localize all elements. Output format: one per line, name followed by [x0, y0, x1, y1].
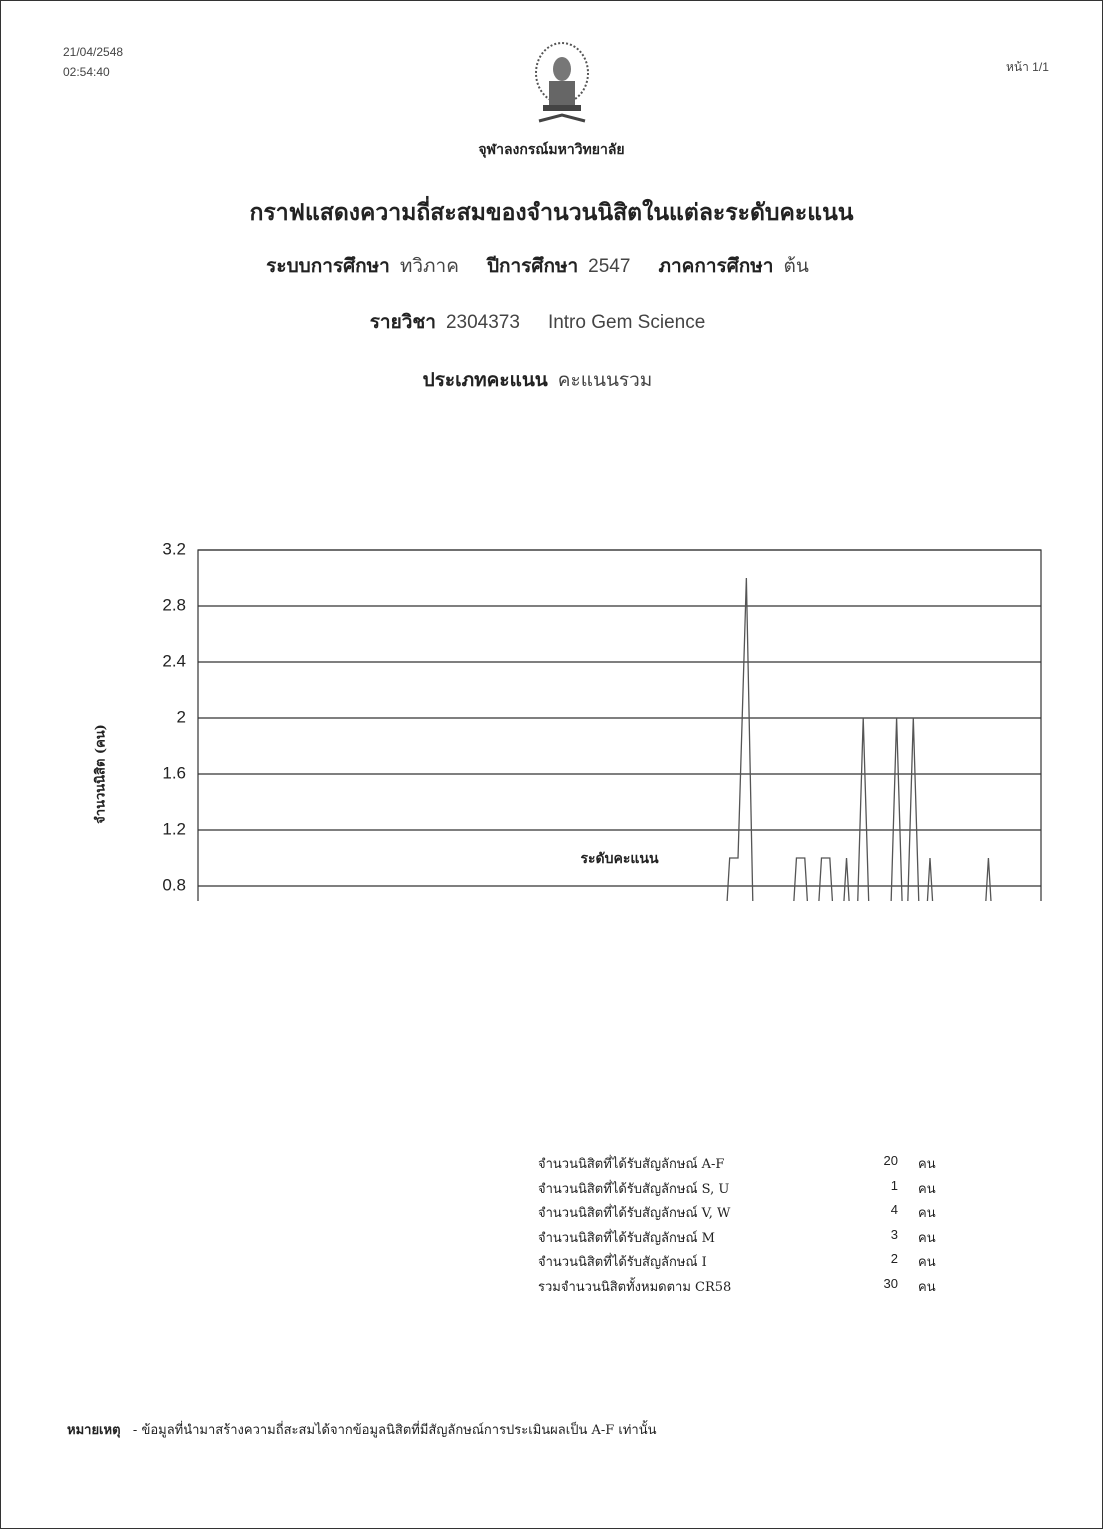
y-tick-label: 2.8: [162, 595, 186, 614]
summary-row: จำนวนนิสิตที่ได้รับสัญลักษณ์ V, W 4 คน: [538, 1202, 958, 1223]
summary-unit: คน: [918, 1279, 936, 1295]
summary-row: รวมจำนวนนิสิตทั้งหมดตาม CR58 30 คน: [538, 1276, 958, 1297]
y-tick-label: 1.2: [162, 819, 186, 838]
summary-unit: คน: [918, 1206, 936, 1221]
info-value: Intro Gem Science: [547, 312, 706, 333]
info-label: รายวิชา: [369, 311, 436, 333]
info-value: 2304373: [445, 312, 520, 333]
note-label: หมายเหตุ: [67, 1423, 121, 1438]
date: 21/04/2548: [63, 45, 124, 59]
info-label: ปีการศึกษา: [486, 255, 579, 277]
info-value: ทวิภาค: [399, 256, 459, 277]
university: จุฬาลงกรณ์มหาวิทยาลัย: [478, 142, 625, 158]
info-row: รายวิชา 2304373 Intro Gem Science: [1, 307, 1102, 337]
summary-count: 30: [883, 1275, 898, 1291]
y-tick-label: 2: [177, 707, 186, 726]
summary-unit: คน: [918, 1255, 936, 1270]
y-tick-label: 2.4: [162, 651, 186, 670]
x-axis-label: ระดับคะแนน: [580, 851, 658, 867]
data-line: [726, 577, 992, 901]
info-value: 2547: [588, 256, 631, 277]
summary-label: จำนวนนิสิตที่ได้รับสัญลักษณ์ M: [538, 1230, 715, 1246]
info-label: ระบบการศึกษา: [266, 255, 390, 277]
note: หมายเหตุ - ข้อมูลที่นำมาสร้างความถี่สะสม…: [67, 1419, 657, 1440]
summary-count: 2: [890, 1251, 898, 1266]
info-value: ต้น: [783, 256, 809, 277]
y-tick-label: 0.8: [162, 875, 186, 894]
y-tick-label: 1.6: [162, 763, 186, 782]
summary-unit: คน: [918, 1157, 936, 1172]
summary-count: 4: [890, 1202, 898, 1217]
summary-label: จำนวนนิสิตที่ได้รับสัญลักษณ์ A-F: [538, 1157, 725, 1172]
summary-row: จำนวนนิสิตที่ได้รับสัญลักษณ์ A-F 20 คน: [538, 1153, 958, 1174]
summary-label: จำนวนนิสิตที่ได้รับสัญลักษณ์ S, U: [538, 1181, 730, 1197]
page-number: หน้า 1/1: [1006, 60, 1049, 74]
info-row: ระบบการศึกษา ทวิภาค ปีการศึกษา 2547 ภาคการศึ…: [1, 251, 1102, 281]
info-label: ภาคการศึกษา: [658, 255, 774, 277]
info-row: ประเภทคะแนน คะแนนรวม: [1, 365, 1102, 395]
summary-count: 1: [890, 1177, 898, 1193]
summary-label: รวมจำนวนนิสิตทั้งหมดตาม CR58: [538, 1279, 732, 1295]
info-value: คะแนนรวม: [557, 370, 653, 391]
summary-row: จำนวนนิสิตที่ได้รับสัญลักษณ์ M 3 คน: [538, 1227, 958, 1248]
note-text: - ข้อมูลที่นำมาสร้างความถี่สะสมได้จากข้อ…: [132, 1423, 657, 1438]
summary-count: 3: [890, 1226, 898, 1242]
time: 02:54:40: [63, 65, 110, 79]
summary-count: 20: [883, 1153, 898, 1168]
summary-unit: คน: [918, 1181, 936, 1197]
summary-unit: คน: [918, 1230, 936, 1246]
title: กราฟแสดงความถี่สะสมของจำนวนนิสิตในแต่ละร…: [249, 199, 854, 226]
summary-label: จำนวนนิสิตที่ได้รับสัญลักษณ์ I: [538, 1255, 707, 1270]
summary-label: จำนวนนิสิตที่ได้รับสัญลักษณ์ V, W: [538, 1206, 731, 1221]
y-axis-label: จำนวนนิสิต (คน): [93, 724, 109, 824]
plot-frame: [197, 549, 1042, 901]
info-label: ประเภทคะแนน: [422, 369, 548, 391]
y-tick-label: 3.2: [162, 539, 186, 558]
summary-row: จำนวนนิสิตที่ได้รับสัญลักษณ์ I 2 คน: [538, 1251, 958, 1272]
summary-row: จำนวนนิสิตที่ได้รับสัญลักษณ์ S, U 1 คน: [538, 1178, 958, 1199]
seal: [535, 42, 589, 123]
chart: 00.40.81.21.622.42.83.205101520253035404…: [93, 539, 1042, 901]
